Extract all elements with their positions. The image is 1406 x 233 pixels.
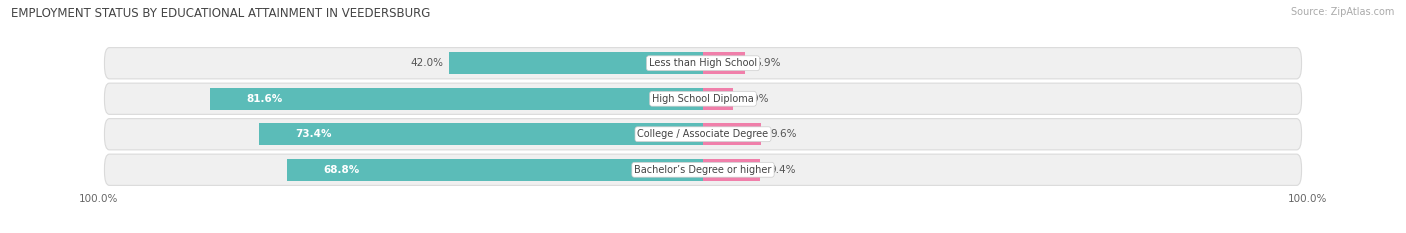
- Text: 4.9%: 4.9%: [742, 94, 769, 104]
- Bar: [703, 52, 745, 74]
- Bar: [703, 159, 759, 181]
- Text: Source: ZipAtlas.com: Source: ZipAtlas.com: [1291, 7, 1395, 17]
- Text: 9.4%: 9.4%: [769, 165, 796, 175]
- Bar: [703, 123, 761, 145]
- Text: Less than High School: Less than High School: [650, 58, 756, 68]
- Text: 73.4%: 73.4%: [295, 129, 332, 139]
- FancyBboxPatch shape: [104, 119, 1302, 150]
- Text: 68.8%: 68.8%: [323, 165, 360, 175]
- Bar: [209, 88, 703, 110]
- Text: 42.0%: 42.0%: [411, 58, 443, 68]
- Text: High School Diploma: High School Diploma: [652, 94, 754, 104]
- Text: Bachelor’s Degree or higher: Bachelor’s Degree or higher: [634, 165, 772, 175]
- FancyBboxPatch shape: [104, 83, 1302, 114]
- Bar: [449, 52, 703, 74]
- Text: College / Associate Degree: College / Associate Degree: [637, 129, 769, 139]
- Bar: [287, 159, 703, 181]
- Bar: [703, 88, 733, 110]
- Text: EMPLOYMENT STATUS BY EDUCATIONAL ATTAINMENT IN VEEDERSBURG: EMPLOYMENT STATUS BY EDUCATIONAL ATTAINM…: [11, 7, 430, 20]
- FancyBboxPatch shape: [104, 154, 1302, 185]
- Text: 81.6%: 81.6%: [246, 94, 283, 104]
- FancyBboxPatch shape: [104, 48, 1302, 79]
- Text: 9.6%: 9.6%: [770, 129, 797, 139]
- Bar: [259, 123, 703, 145]
- Text: 6.9%: 6.9%: [755, 58, 780, 68]
